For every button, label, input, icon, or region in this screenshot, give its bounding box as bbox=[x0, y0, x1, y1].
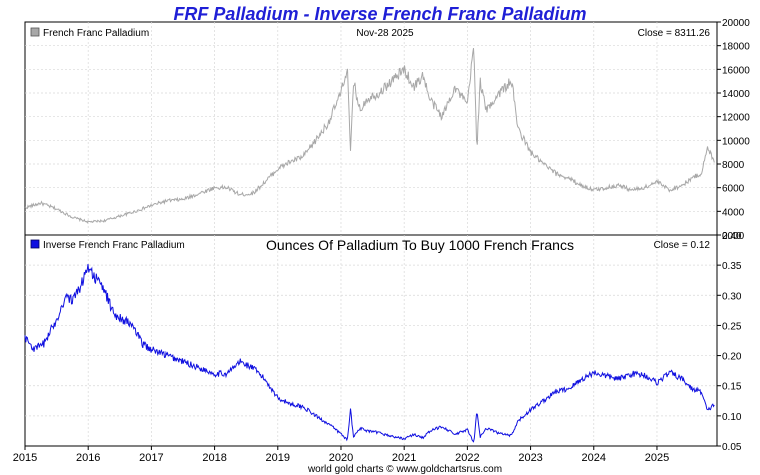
x-tick-label: 2022 bbox=[455, 452, 479, 464]
top-close-label: Close = 8311.26 bbox=[638, 28, 711, 39]
top-date-label: Nov-28 2025 bbox=[356, 28, 414, 39]
top-legend-label: French Franc Palladium bbox=[43, 28, 149, 39]
x-tick-label: 2016 bbox=[76, 452, 100, 464]
top-panel-grid bbox=[25, 22, 717, 235]
footer-credit: world gold charts © www.goldchartsrus.co… bbox=[307, 464, 502, 475]
bottom-legend-swatch bbox=[30, 239, 40, 249]
y-tick-label: 16000 bbox=[722, 65, 750, 76]
y-tick-label: 0.30 bbox=[722, 291, 742, 302]
chart-title: FRF Palladium - Inverse French Franc Pal… bbox=[173, 4, 586, 24]
y-tick-label: 20000 bbox=[722, 18, 750, 29]
x-tick-label: 2015 bbox=[13, 452, 37, 464]
y-tick-label: 0.25 bbox=[722, 321, 742, 332]
y-tick-label: 2000 bbox=[722, 231, 745, 242]
top-panel: 2000 4000 6000 8000 10000 12000 14000 16000 1800… bbox=[24, 18, 750, 242]
top-panel-y-ticks: 2000 4000 6000 8000 10000 12000 14000 16000 1800… bbox=[717, 18, 750, 242]
y-tick-label: 12000 bbox=[722, 113, 750, 124]
y-tick-label: 0.15 bbox=[722, 382, 742, 393]
x-tick-label: 2021 bbox=[392, 452, 416, 464]
x-tick-label: 2020 bbox=[329, 452, 353, 464]
bottom-panel-frame bbox=[24, 234, 718, 447]
bottom-panel-grid bbox=[25, 235, 717, 446]
x-tick-label: 2019 bbox=[266, 452, 290, 464]
x-axis-ticks: 2015 2016 2017 2018 2019 2020 2021 2022 2023 2024… bbox=[13, 446, 669, 464]
y-tick-label: 14000 bbox=[722, 89, 750, 100]
x-tick-label: 2024 bbox=[582, 452, 606, 464]
bottom-series-line bbox=[24, 264, 715, 443]
x-tick-label: 2017 bbox=[139, 452, 163, 464]
y-tick-label: 10000 bbox=[722, 136, 750, 147]
x-tick-label: 2018 bbox=[202, 452, 226, 464]
x-tick-label: 2025 bbox=[645, 452, 669, 464]
y-tick-label: 0.10 bbox=[722, 412, 742, 423]
x-tick-label: 2023 bbox=[518, 452, 542, 464]
y-tick-label: 0.05 bbox=[722, 442, 742, 453]
y-tick-label: 0.35 bbox=[722, 261, 742, 272]
y-tick-label: 18000 bbox=[722, 42, 750, 53]
bottom-panel-title: Ounces Of Palladium To Buy 1000 French F… bbox=[266, 237, 574, 253]
top-panel-frame bbox=[24, 21, 718, 236]
top-legend-swatch bbox=[30, 27, 40, 37]
y-tick-label: 8000 bbox=[722, 160, 745, 171]
y-tick-label: 6000 bbox=[722, 184, 745, 195]
y-tick-label: 4000 bbox=[722, 207, 745, 218]
bottom-legend-label: Inverse French Franc Palladium bbox=[43, 240, 185, 251]
y-tick-label: 0.40 bbox=[722, 231, 742, 242]
top-series-line bbox=[24, 48, 715, 224]
bottom-panel: 0.05 0.10 0.15 0.20 0.25 0.30 0.35 0.40 Inverse… bbox=[24, 231, 742, 453]
y-tick-label: 0.20 bbox=[722, 352, 742, 363]
bottom-close-label: Close = 0.12 bbox=[654, 240, 711, 251]
bottom-panel-y-ticks: 0.05 0.10 0.15 0.20 0.25 0.30 0.35 0.40 bbox=[717, 231, 742, 453]
